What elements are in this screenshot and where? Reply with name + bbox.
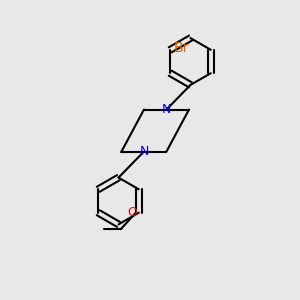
Text: N: N [162,103,171,116]
Text: N: N [139,145,149,158]
Text: O: O [128,206,137,219]
Text: Br: Br [173,41,189,55]
